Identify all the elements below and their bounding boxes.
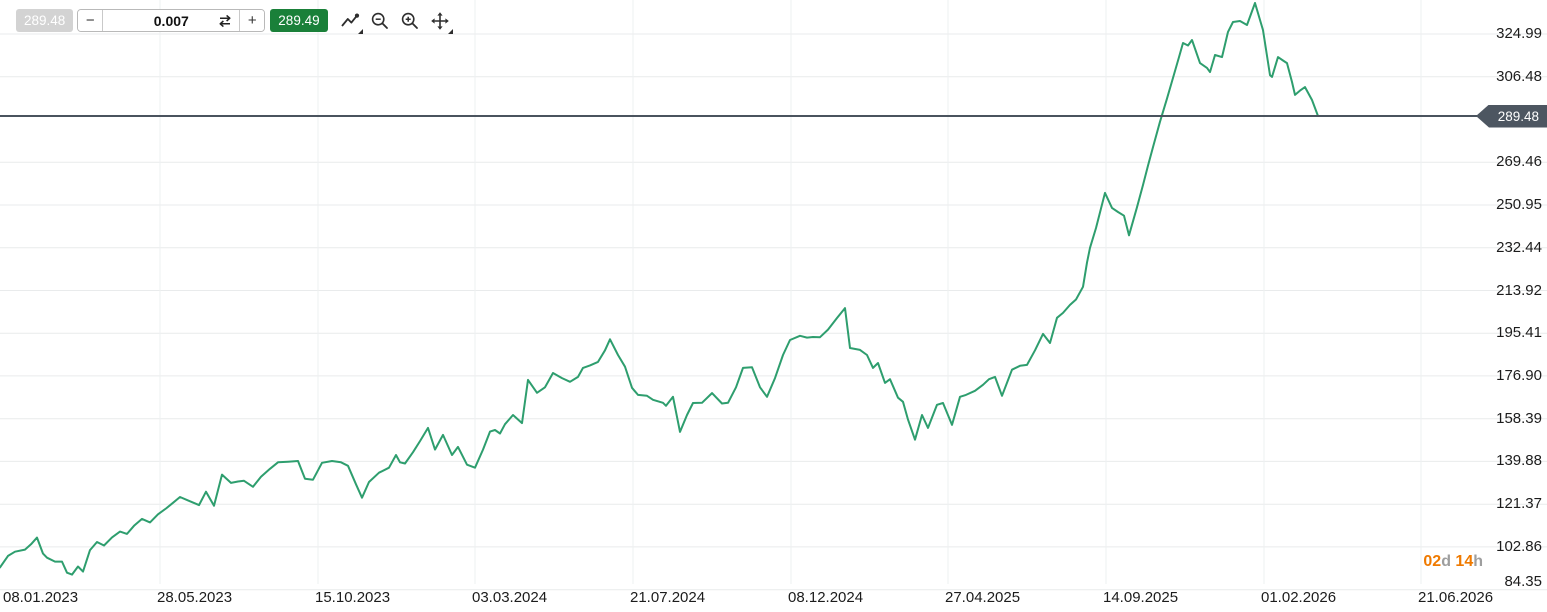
- x-axis-label: 08.01.2023: [3, 589, 79, 606]
- x-axis-label: 28.05.2023: [157, 589, 233, 606]
- y-axis-label: 139.88: [1496, 452, 1542, 470]
- y-axis-label: 158.39: [1496, 409, 1542, 427]
- y-axis-label: 306.48: [1496, 67, 1542, 85]
- countdown-unit: h: [1473, 553, 1483, 570]
- zoom-out-icon[interactable]: [370, 11, 390, 31]
- buy-price-badge[interactable]: 289.49: [270, 9, 328, 32]
- move-icon[interactable]: [430, 11, 453, 34]
- x-axis-label: 21.06.2026: [1418, 589, 1494, 606]
- x-axis-label: 03.03.2024: [472, 589, 548, 606]
- chart-tools: [340, 11, 453, 34]
- y-axis-label: 176.90: [1496, 366, 1542, 384]
- y-axis-label: 121.37: [1496, 495, 1542, 513]
- y-axis-label: 84.35: [1504, 573, 1542, 590]
- x-axis-label: 08.12.2024: [788, 589, 864, 606]
- y-axis-label: 195.41: [1496, 324, 1542, 342]
- move-menu-caret: [447, 28, 453, 34]
- decrease-button[interactable]: −: [78, 10, 104, 31]
- current-price-tag: 289.48: [1476, 104, 1547, 128]
- x-axis-label: 21.07.2024: [630, 589, 706, 606]
- price-line-series: [0, 2, 1319, 576]
- chart-type-menu-caret: [357, 28, 363, 34]
- x-axis-label: 15.10.2023: [315, 589, 391, 606]
- x-axis-label: 01.02.2026: [1261, 589, 1337, 606]
- amount-stepper: − 0.007 +: [77, 9, 266, 32]
- y-axis-label: 250.95: [1496, 196, 1542, 213]
- line-chart-icon[interactable]: [340, 11, 363, 34]
- countdown-unit: d: [1441, 553, 1451, 570]
- increase-button[interactable]: +: [239, 10, 265, 31]
- sell-price-badge[interactable]: 289.48: [16, 9, 74, 32]
- swap-icon[interactable]: [217, 13, 233, 31]
- countdown-value: 14: [1455, 553, 1474, 570]
- countdown-value: 02: [1423, 553, 1442, 570]
- zoom-in-icon[interactable]: [400, 11, 420, 31]
- rollover-countdown: 02d 14h: [1423, 553, 1483, 571]
- x-axis-label: 27.04.2025: [945, 589, 1021, 606]
- amount-field[interactable]: 0.007: [103, 10, 239, 31]
- y-axis-label: 213.92: [1496, 281, 1542, 299]
- chart-toolbar: 289.48 − 0.007 + 289.49: [16, 9, 453, 34]
- y-axis-label: 232.44: [1496, 238, 1542, 256]
- amount-value: 0.007: [153, 12, 189, 29]
- x-axis-label: 14.09.2025: [1103, 589, 1179, 606]
- y-axis-label: 324.99: [1496, 25, 1542, 42]
- y-axis-label: 269.46: [1496, 153, 1542, 171]
- y-axis-label: 102.86: [1496, 537, 1542, 555]
